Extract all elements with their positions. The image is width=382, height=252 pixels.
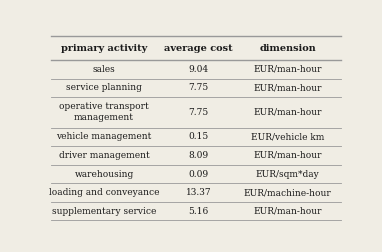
Text: vehicle management: vehicle management <box>56 133 152 141</box>
Text: loading and conveyance: loading and conveyance <box>49 188 159 197</box>
Text: dimension: dimension <box>259 44 316 53</box>
Text: primary activity: primary activity <box>61 44 147 53</box>
Text: EUR/machine-hour: EUR/machine-hour <box>244 188 332 197</box>
Text: EUR/man-hour: EUR/man-hour <box>253 65 322 74</box>
Text: EUR/man-hour: EUR/man-hour <box>253 83 322 92</box>
Text: EUR/man-hour: EUR/man-hour <box>253 207 322 216</box>
Text: 9.04: 9.04 <box>189 65 209 74</box>
Text: EUR/sqm*day: EUR/sqm*day <box>256 170 319 179</box>
Text: 7.75: 7.75 <box>189 108 209 117</box>
Text: 7.75: 7.75 <box>189 83 209 92</box>
Text: 13.37: 13.37 <box>186 188 212 197</box>
Text: 0.15: 0.15 <box>189 133 209 141</box>
Text: sales: sales <box>92 65 115 74</box>
Text: supplementary service: supplementary service <box>52 207 156 216</box>
Text: operative transport
management: operative transport management <box>59 102 149 122</box>
Text: 5.16: 5.16 <box>189 207 209 216</box>
Text: driver management: driver management <box>58 151 149 160</box>
Text: warehousing: warehousing <box>74 170 134 179</box>
Text: 0.09: 0.09 <box>189 170 209 179</box>
Text: average cost: average cost <box>164 44 233 53</box>
Text: EUR/man-hour: EUR/man-hour <box>253 108 322 117</box>
Text: EUR/vehicle km: EUR/vehicle km <box>251 133 324 141</box>
Text: service planning: service planning <box>66 83 142 92</box>
Text: EUR/man-hour: EUR/man-hour <box>253 151 322 160</box>
Text: 8.09: 8.09 <box>189 151 209 160</box>
